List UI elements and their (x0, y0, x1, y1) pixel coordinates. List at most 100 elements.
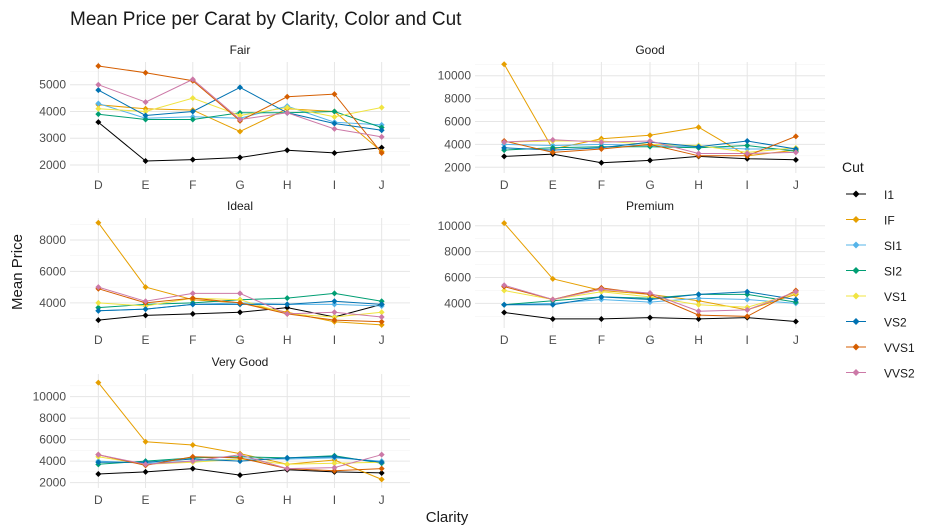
x-tick-label: D (94, 333, 103, 347)
data-point-vvs1 (647, 141, 653, 148)
legend-item-if: IF (846, 214, 895, 228)
x-tick-label: J (379, 333, 385, 347)
data-point-vvs2 (378, 314, 385, 320)
data-point-vs2 (378, 459, 385, 466)
data-point-vs2 (792, 145, 799, 152)
legend-title: Cut (842, 159, 864, 175)
data-point-if (549, 275, 556, 282)
facet-panel-very-good: 2000 4000 6000 8000 10000 D E F G H I J Very Good (33, 355, 410, 507)
data-point-vvs1 (189, 295, 196, 302)
data-point-i1 (378, 144, 385, 151)
data-point-vvs1 (378, 465, 385, 472)
data-point-vvs2 (237, 290, 243, 297)
data-point-vvs2 (695, 150, 702, 157)
data-point-si2 (95, 111, 102, 118)
facet-panel-ideal: 4000 6000 8000 D E F G H I J Ideal (39, 199, 410, 347)
y-tick-label: 2000 (39, 476, 66, 490)
legend-item-vvs1: VVS1 (846, 341, 915, 355)
data-point-vs2 (237, 458, 243, 465)
data-point-i1 (792, 318, 799, 325)
data-point-vvs2 (284, 310, 291, 317)
y-tick-label: 8000 (444, 245, 471, 259)
x-tick-label: F (598, 178, 605, 192)
data-point-vs1 (95, 299, 102, 306)
legend-item-label: VS2 (884, 316, 907, 330)
y-tick-label: 10000 (33, 390, 67, 404)
data-point-i1 (598, 315, 605, 322)
data-point-if (95, 219, 102, 226)
data-point-vvs2 (95, 451, 102, 458)
legend-item-si2: SI2 (846, 265, 902, 279)
data-point-vs2 (549, 301, 556, 308)
data-point-vvs2 (284, 465, 291, 472)
data-point-if (695, 124, 702, 131)
x-tick-label: H (694, 178, 703, 192)
facet-panel-premium: 4000 6000 8000 10000 D E F G H I J Premium (438, 199, 825, 347)
data-point-if (189, 441, 196, 448)
legend-item-label: VS1 (884, 290, 907, 304)
data-point-vvs1 (378, 149, 385, 156)
data-point-i1 (142, 312, 149, 319)
data-point-vvs2 (598, 286, 605, 293)
data-point-vvs2 (189, 290, 196, 297)
data-point-vvs1 (237, 454, 243, 461)
data-point-vs2 (331, 298, 338, 305)
x-tick-label: J (793, 178, 799, 192)
data-point-vvs2 (744, 306, 751, 313)
legend-item-label: SI1 (884, 239, 902, 253)
y-tick-label: 8000 (444, 92, 471, 106)
data-point-vs2 (95, 307, 102, 314)
y-tick-label: 2000 (444, 160, 471, 174)
data-point-vs2 (284, 301, 291, 308)
data-point-vvs2 (142, 99, 149, 106)
y-tick-label: 4000 (444, 296, 471, 310)
data-point-vs2 (95, 459, 102, 466)
data-point-i1 (792, 156, 799, 163)
data-point-vs2 (331, 120, 338, 127)
data-point-vs2 (792, 296, 799, 303)
data-point-vs2 (501, 144, 508, 151)
data-point-i1 (95, 119, 102, 126)
x-tick-label: G (235, 493, 244, 507)
legend-key-marker (852, 241, 860, 249)
data-point-i1 (237, 309, 243, 316)
x-tick-label: E (142, 493, 150, 507)
data-point-vs1 (284, 461, 291, 468)
legend-item-label: IF (884, 214, 895, 228)
facet-panels: 2000 3000 4000 5000 D E F G H I J Fair 2000 4000 6000 8… (33, 43, 825, 507)
x-tick-label: D (94, 493, 103, 507)
data-point-si1 (331, 301, 338, 308)
legend: Cut I1 IF SI1 SI2 VS1 VS2 VVS1 VVS2 (842, 159, 915, 381)
data-point-vvs1 (331, 467, 338, 474)
data-point-vvs2 (549, 296, 556, 303)
data-point-vs1 (331, 113, 338, 120)
data-point-i1 (501, 153, 508, 160)
y-tick-label: 6000 (444, 115, 471, 129)
x-tick-label: J (793, 333, 799, 347)
x-tick-label: G (645, 333, 654, 347)
x-tick-label: G (235, 178, 244, 192)
x-tick-label: G (235, 333, 244, 347)
data-point-i1 (378, 469, 385, 476)
data-point-i1 (189, 310, 196, 317)
data-point-vvs2 (695, 308, 702, 315)
facet-strip-title: Ideal (227, 199, 253, 213)
x-tick-label: D (500, 333, 509, 347)
data-point-if (647, 132, 653, 139)
data-point-vvs2 (792, 149, 799, 156)
data-point-vvs2 (792, 288, 799, 295)
x-tick-label: D (500, 178, 509, 192)
data-point-i1 (142, 468, 149, 475)
data-point-vvs2 (237, 451, 243, 458)
legend-key-marker (852, 369, 860, 376)
y-tick-label: 8000 (39, 411, 66, 425)
data-point-vvs2 (501, 282, 508, 289)
data-point-si2 (744, 142, 751, 149)
data-point-vvs1 (695, 312, 702, 319)
x-tick-label: F (189, 333, 196, 347)
data-point-i1 (284, 147, 291, 154)
data-point-i1 (647, 157, 653, 164)
legend-item-label: VVS2 (884, 367, 915, 381)
facet-strip-title: Premium (626, 199, 674, 213)
